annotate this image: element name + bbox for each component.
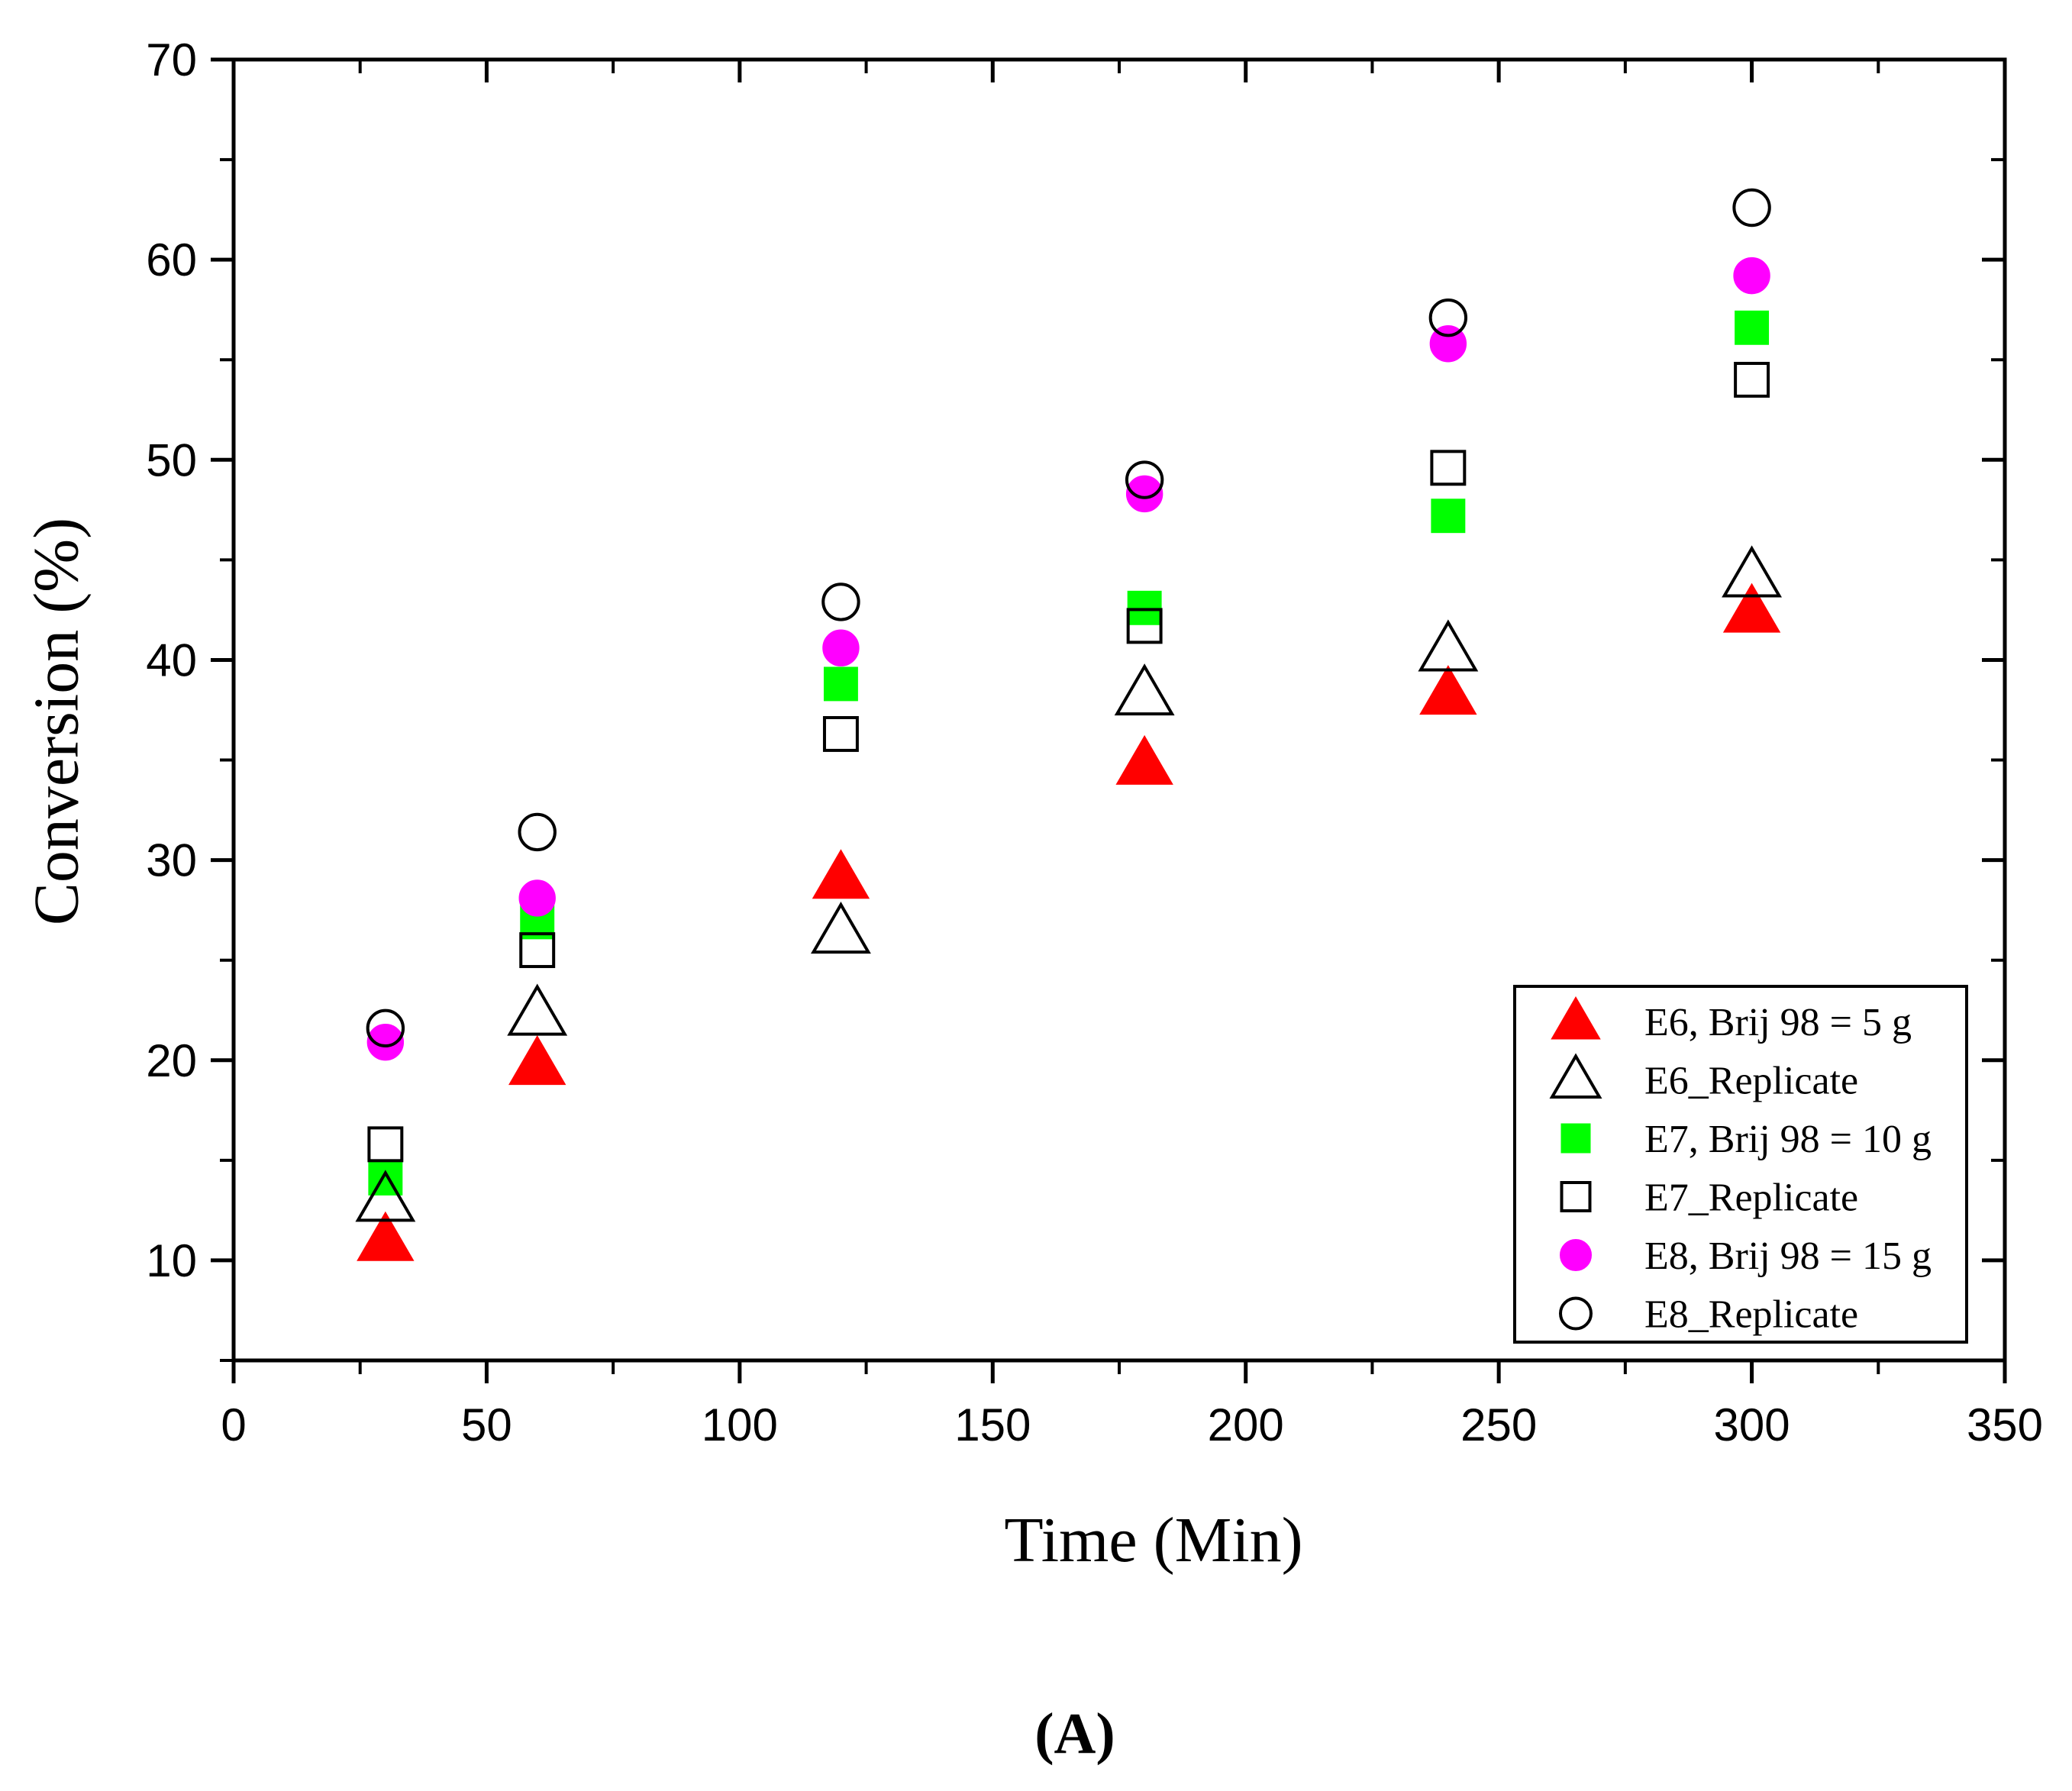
data-point-circle-hollow: [1732, 188, 1771, 228]
data-point-triangle-hollow: [1418, 619, 1479, 672]
legend-box: [1513, 985, 1968, 1344]
data-point-circle-hollow: [366, 1008, 405, 1048]
legend-label: E7, Brij 98 = 10 g: [1644, 1118, 1932, 1161]
data-point-circle-filled: [1125, 475, 1163, 513]
data-point-triangle-hollow: [1722, 545, 1783, 598]
data-point-square-hollow: [822, 715, 859, 752]
axes: 0 50 100 150 200 250 300 350 10 20 30 40 50 60 70: [146, 34, 2043, 1451]
y-tick-label: 40: [146, 634, 197, 686]
x-tick-label: 0: [221, 1399, 246, 1451]
y-axis-title: Conversion (%): [21, 518, 92, 925]
data-point-circle-filled: [366, 1023, 405, 1061]
y-tick-label: 70: [146, 34, 197, 86]
data-point-square-hollow: [1126, 608, 1163, 644]
y-tick-label: 50: [146, 434, 197, 486]
data-point-square-hollow: [519, 932, 556, 969]
x-axis-title: Time (Min): [1004, 1505, 1302, 1576]
x-tick-label: 100: [702, 1399, 778, 1451]
y-tick-label: 60: [146, 234, 197, 286]
data-point-triangle-filled: [1419, 665, 1477, 715]
legend-marker-square: [1560, 1181, 1592, 1212]
legend-label: E8, Brij 98 = 15 g: [1644, 1234, 1932, 1278]
data-point-triangle-filled: [1722, 582, 1781, 633]
x-tick-label: 200: [1208, 1399, 1284, 1451]
legend-marker-triangle: [1551, 996, 1601, 1040]
data-point-circle-hollow: [1125, 460, 1164, 499]
legend-marker-square: [1560, 1123, 1591, 1154]
data-point-square-hollow: [367, 1126, 404, 1163]
data-point-triangle-filled: [508, 1035, 566, 1086]
data-point-triangle-hollow: [810, 902, 871, 954]
data-point-square-filled: [1127, 590, 1162, 625]
data-point-circle-hollow: [518, 812, 557, 852]
data-point-square-filled: [823, 666, 858, 702]
legend-label: E7_Replicate: [1644, 1176, 1858, 1220]
data-point-triangle-filled: [812, 849, 870, 899]
x-tick-label: 50: [461, 1399, 512, 1451]
x-tick-label: 300: [1714, 1399, 1790, 1451]
data-point-circle-filled: [822, 629, 860, 666]
data-point-square-filled: [1431, 499, 1466, 534]
legend-label: E8_Replicate: [1644, 1293, 1858, 1337]
legend-label: E6, Brij 98 = 5 g: [1644, 1001, 1912, 1044]
data-point-circle-filled: [518, 879, 556, 917]
data-point-square-hollow: [1430, 450, 1467, 486]
data-point-square-hollow: [1734, 361, 1770, 398]
data-point-circle-hollow: [821, 582, 860, 621]
legend-marker-circle: [1559, 1296, 1593, 1331]
data-point-circle-filled: [1429, 325, 1467, 363]
data-point-triangle-filled: [357, 1211, 415, 1261]
x-tick-label: 250: [1460, 1399, 1537, 1451]
panel-label: (A): [1034, 1702, 1115, 1766]
y-tick-label: 30: [146, 835, 197, 886]
data-point-triangle-hollow: [507, 983, 568, 1036]
data-point-triangle-filled: [1115, 734, 1173, 785]
data-point-triangle-hollow: [355, 1170, 416, 1222]
legend-marker-triangle: [1549, 1053, 1602, 1099]
y-tick-label: 10: [146, 1235, 197, 1286]
y-tick-label: 20: [146, 1035, 197, 1086]
x-tick-label: 350: [1967, 1399, 2043, 1451]
data-point-square-filled: [1735, 310, 1770, 345]
data-point-circle-hollow: [1428, 298, 1468, 337]
data-point-circle-filled: [1733, 257, 1770, 295]
legend-label: E6_Replicate: [1644, 1060, 1858, 1103]
legend: E6, Brij 98 = 5 g E6_Replicate E7, Brij 98…: [1513, 985, 1968, 1344]
legend-marker-circle: [1560, 1239, 1592, 1271]
data-marks: [355, 188, 1783, 1261]
data-point-triangle-hollow: [1114, 663, 1175, 716]
x-tick-label: 150: [954, 1399, 1031, 1451]
